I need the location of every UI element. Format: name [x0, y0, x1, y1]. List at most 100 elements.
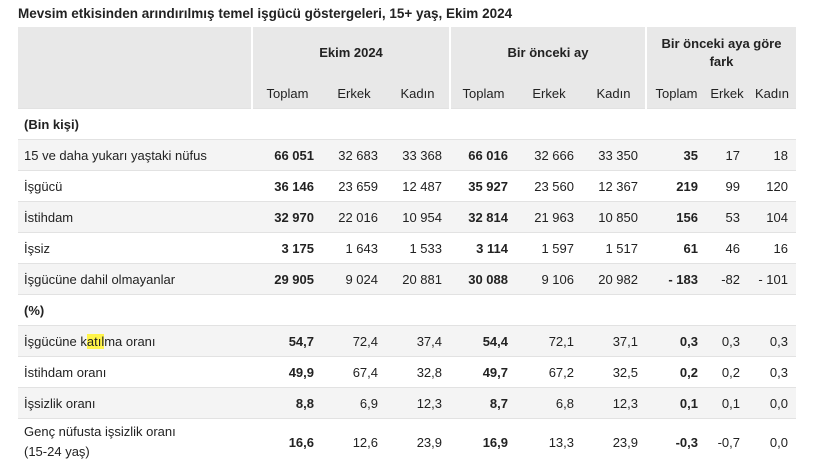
cell: 29 905: [252, 263, 322, 295]
cell: 46: [706, 232, 748, 264]
cell: 1 517: [582, 232, 646, 264]
cell: 16: [748, 232, 796, 264]
cell: 33 368: [386, 139, 450, 171]
cell: 10 954: [386, 201, 450, 233]
cell: 32 683: [322, 139, 386, 171]
cell: 54,4: [450, 325, 516, 357]
cell: 66 016: [450, 139, 516, 171]
cell: 12 487: [386, 170, 450, 202]
cell: 22 016: [322, 201, 386, 233]
cell: 0,0: [748, 387, 796, 419]
cell: 72,4: [322, 325, 386, 357]
row-label: İşgücüne dahil olmayanlar: [18, 263, 252, 295]
row-label-part: ma oranı: [104, 333, 156, 349]
table-row: İşgücüne dahil olmayanlar 29 905 9 024 2…: [18, 263, 796, 295]
header-sub-cell: Erkek: [516, 78, 582, 109]
header-sub-cell: Toplam: [449, 78, 516, 109]
row-label: İstihdam: [18, 201, 252, 233]
cell: 0,2: [646, 356, 706, 388]
header-sub-cell: Erkek: [322, 78, 386, 109]
cell: 21 963: [516, 201, 582, 233]
cell: - 101: [748, 263, 796, 295]
cell: 23,9: [386, 418, 450, 465]
cell: 30 088: [450, 263, 516, 295]
cell: 18: [748, 139, 796, 171]
table-row: İstihdam oranı 49,9 67,4 32,8 49,7 67,2 …: [18, 356, 796, 388]
cell: 20 982: [582, 263, 646, 295]
cell: 0,0: [748, 418, 796, 465]
table-row: İşsizlik oranı 8,8 6,9 12,3 8,7 6,8 12,3…: [18, 387, 796, 419]
section-label: (%): [18, 294, 796, 326]
row-label: Genç nüfusta işsizlik oranı (15-24 yaş): [18, 418, 252, 465]
header-empty-cell: [18, 27, 252, 78]
header-sub-cell: Toplam: [645, 78, 706, 109]
cell: 49,7: [450, 356, 516, 388]
cell: 0,3: [748, 325, 796, 357]
cell: 32 666: [516, 139, 582, 171]
cell: 6,9: [322, 387, 386, 419]
cell: -0,7: [706, 418, 748, 465]
labour-force-table: Ekim 2024 Bir önceki ay Bir önceki aya g…: [18, 27, 796, 465]
table-row: 15 ve daha yukarı yaştaki nüfus 66 051 3…: [18, 139, 796, 171]
cell: 3 114: [450, 232, 516, 264]
table-row: Genç nüfusta işsizlik oranı (15-24 yaş) 1…: [18, 418, 796, 465]
header-sub-cell: Kadın: [582, 78, 646, 109]
cell: 0,2: [706, 356, 748, 388]
cell: 12,3: [386, 387, 450, 419]
cell: 0,1: [646, 387, 706, 419]
cell: 53: [706, 201, 748, 233]
table-row: İşgücüne katılma oranı 54,7 72,4 37,4 54…: [18, 325, 796, 357]
cell: 66 051: [252, 139, 322, 171]
cell: 32,8: [386, 356, 450, 388]
header-group-difference: Bir önceki aya göre fark: [645, 27, 796, 78]
cell: 9 024: [322, 263, 386, 295]
cell: 1 597: [516, 232, 582, 264]
cell: 20 881: [386, 263, 450, 295]
cell: 36 146: [252, 170, 322, 202]
row-label: İşgücü: [18, 170, 252, 202]
header-empty-cell: [18, 78, 252, 109]
row-label: İstihdam oranı: [18, 356, 252, 388]
cell: 54,7: [252, 325, 322, 357]
row-label: İşgücüne katılma oranı: [18, 325, 252, 357]
table-row: İşgücü 36 146 23 659 12 487 35 927 23 56…: [18, 170, 796, 202]
cell: 33 350: [582, 139, 646, 171]
cell: 104: [748, 201, 796, 233]
cell: 72,1: [516, 325, 582, 357]
cell: 67,4: [322, 356, 386, 388]
cell: 1 643: [322, 232, 386, 264]
header-sub-cell: Erkek: [706, 78, 748, 109]
cell: 37,1: [582, 325, 646, 357]
cell: 32 970: [252, 201, 322, 233]
cell: 9 106: [516, 263, 582, 295]
cell: 99: [706, 170, 748, 202]
cell: 0,3: [748, 356, 796, 388]
cell: 0,3: [646, 325, 706, 357]
cell: - 183: [646, 263, 706, 295]
cell: 35 927: [450, 170, 516, 202]
header-sub-cell: Toplam: [251, 78, 322, 109]
cell: 67,2: [516, 356, 582, 388]
cell: 6,8: [516, 387, 582, 419]
cell: 61: [646, 232, 706, 264]
cell: 23 659: [322, 170, 386, 202]
cell: 16,9: [450, 418, 516, 465]
highlighted-text: atıl: [86, 333, 105, 349]
cell: 12 367: [582, 170, 646, 202]
header-sub-cell: Kadın: [748, 78, 796, 109]
cell: 12,3: [582, 387, 646, 419]
table-row: İstihdam 32 970 22 016 10 954 32 814 21 …: [18, 201, 796, 233]
cell: 32 814: [450, 201, 516, 233]
header-sub-cell: Kadın: [386, 78, 450, 109]
section-row-thousands: (Bin kişi): [18, 108, 796, 140]
cell: 49,9: [252, 356, 322, 388]
cell: 17: [706, 139, 748, 171]
cell: 8,8: [252, 387, 322, 419]
cell: 219: [646, 170, 706, 202]
cell: 120: [748, 170, 796, 202]
row-label: 15 ve daha yukarı yaştaki nüfus: [18, 139, 252, 171]
cell: 35: [646, 139, 706, 171]
cell: 3 175: [252, 232, 322, 264]
header-group-current: Ekim 2024: [251, 27, 450, 78]
section-row-percent: (%): [18, 294, 796, 326]
